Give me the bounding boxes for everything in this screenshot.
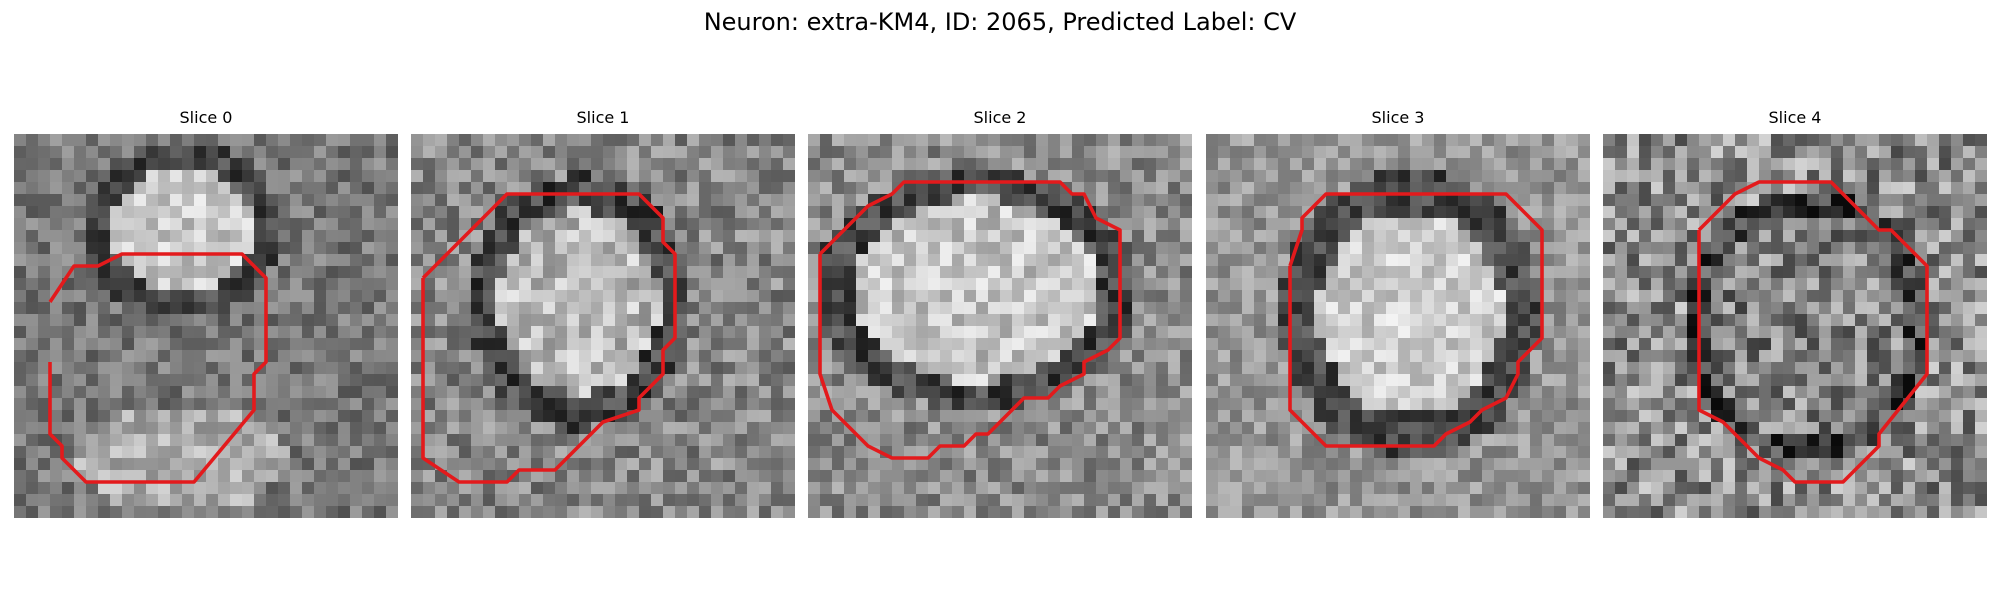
slice-image-4: [1603, 134, 1987, 518]
slice-image-1: [411, 134, 795, 518]
grayscale-pixels: [411, 134, 795, 518]
slice-panel-4: Slice 4: [1603, 108, 1987, 518]
segmentation-contour: [1288, 192, 1544, 448]
slice-title: Slice 1: [576, 108, 630, 127]
slice-title: Slice 2: [973, 108, 1027, 127]
segmentation-contour: [421, 192, 677, 484]
slice-panel-0: Slice 0: [14, 108, 398, 518]
slice-panel-1: Slice 1: [411, 108, 795, 518]
slice-image-2: [808, 134, 1192, 518]
slice-title: Slice 0: [179, 108, 233, 127]
slice-panel-3: Slice 3: [1206, 108, 1590, 518]
segmentation-contour: [48, 252, 268, 484]
slice-image-0: [14, 134, 398, 518]
slice-title: Slice 3: [1371, 108, 1425, 127]
figure-title: Neuron: extra-KM4, ID: 2065, Predicted L…: [703, 8, 1297, 36]
slice-panel-2: Slice 2: [808, 108, 1192, 518]
grayscale-pixels: [1206, 134, 1590, 518]
grayscale-pixels: [14, 134, 398, 518]
segmentation-contour: [818, 180, 1122, 460]
grayscale-pixels: [1603, 134, 1987, 518]
grayscale-pixels: [808, 134, 1192, 518]
segmentation-contour: [1697, 180, 1929, 484]
slice-title: Slice 4: [1768, 108, 1822, 127]
slice-image-3: [1206, 134, 1590, 518]
